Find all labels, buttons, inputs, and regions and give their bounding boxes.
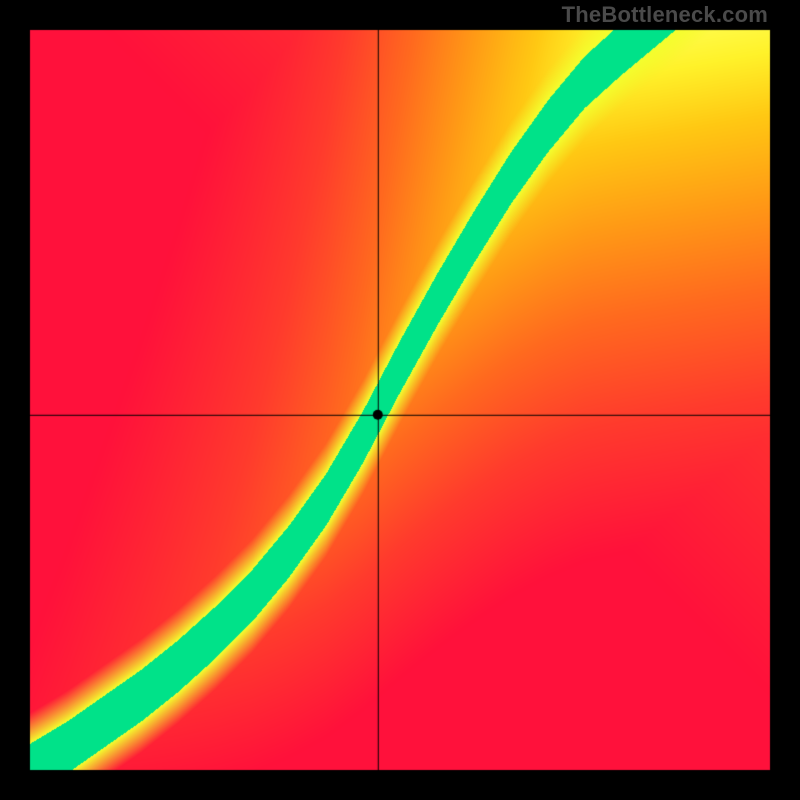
watermark-text: TheBottleneck.com	[562, 2, 768, 28]
chart-container: TheBottleneck.com	[0, 0, 800, 800]
bottleneck-heatmap	[0, 0, 800, 800]
